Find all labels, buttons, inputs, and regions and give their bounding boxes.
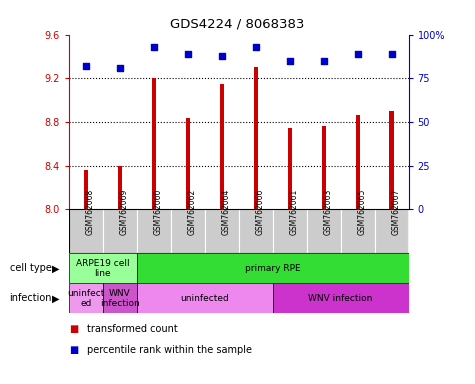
Bar: [219, 84, 224, 209]
Text: transformed count: transformed count: [87, 324, 178, 334]
Text: GSM762060: GSM762060: [154, 188, 163, 235]
Bar: [103, 209, 137, 253]
Text: GSM762064: GSM762064: [222, 188, 231, 235]
Point: [354, 51, 361, 57]
Bar: [205, 209, 238, 253]
Bar: [69, 209, 103, 253]
Point: [320, 58, 327, 64]
Text: ARPE19 cell
line: ARPE19 cell line: [76, 259, 130, 278]
Point: [116, 65, 124, 71]
Bar: [118, 166, 122, 209]
Bar: [374, 209, 408, 253]
Bar: [390, 111, 394, 209]
Bar: [84, 170, 88, 209]
Text: primary RPE: primary RPE: [245, 264, 301, 273]
Point: [150, 44, 158, 50]
Bar: [186, 118, 190, 209]
Bar: [69, 283, 103, 313]
Bar: [152, 78, 156, 209]
Point: [388, 51, 395, 57]
Bar: [238, 209, 273, 253]
Text: GSM762069: GSM762069: [120, 188, 129, 235]
Text: ■: ■: [69, 324, 78, 334]
Bar: [171, 209, 205, 253]
Bar: [341, 209, 374, 253]
Bar: [103, 283, 137, 313]
Bar: [287, 129, 292, 209]
Text: ▶: ▶: [52, 293, 59, 303]
Bar: [273, 283, 408, 313]
Text: WNV
infection: WNV infection: [100, 289, 140, 308]
Text: infection: infection: [10, 293, 52, 303]
Text: GSM762061: GSM762061: [290, 189, 299, 235]
Text: GSM762065: GSM762065: [358, 188, 367, 235]
Bar: [137, 209, 171, 253]
Text: GDS4224 / 8068383: GDS4224 / 8068383: [171, 17, 304, 30]
Text: uninfected: uninfected: [180, 294, 229, 303]
Bar: [273, 209, 306, 253]
Text: cell type: cell type: [10, 263, 51, 273]
Text: ■: ■: [69, 345, 78, 355]
Point: [252, 44, 259, 50]
Point: [82, 63, 90, 69]
Bar: [69, 253, 137, 283]
Bar: [254, 67, 258, 209]
Text: uninfect
ed: uninfect ed: [67, 289, 104, 308]
Text: GSM762066: GSM762066: [256, 188, 265, 235]
Bar: [355, 115, 360, 209]
Text: GSM762063: GSM762063: [323, 188, 332, 235]
Point: [218, 53, 226, 59]
Bar: [137, 253, 408, 283]
Text: WNV infection: WNV infection: [308, 294, 373, 303]
Text: ▶: ▶: [52, 263, 59, 273]
Point: [286, 58, 294, 64]
Bar: [322, 126, 326, 209]
Text: GSM762068: GSM762068: [86, 189, 95, 235]
Bar: [137, 283, 273, 313]
Text: percentile rank within the sample: percentile rank within the sample: [87, 345, 252, 355]
Text: GSM762062: GSM762062: [188, 189, 197, 235]
Point: [184, 51, 191, 57]
Bar: [307, 209, 341, 253]
Text: GSM762067: GSM762067: [391, 188, 400, 235]
